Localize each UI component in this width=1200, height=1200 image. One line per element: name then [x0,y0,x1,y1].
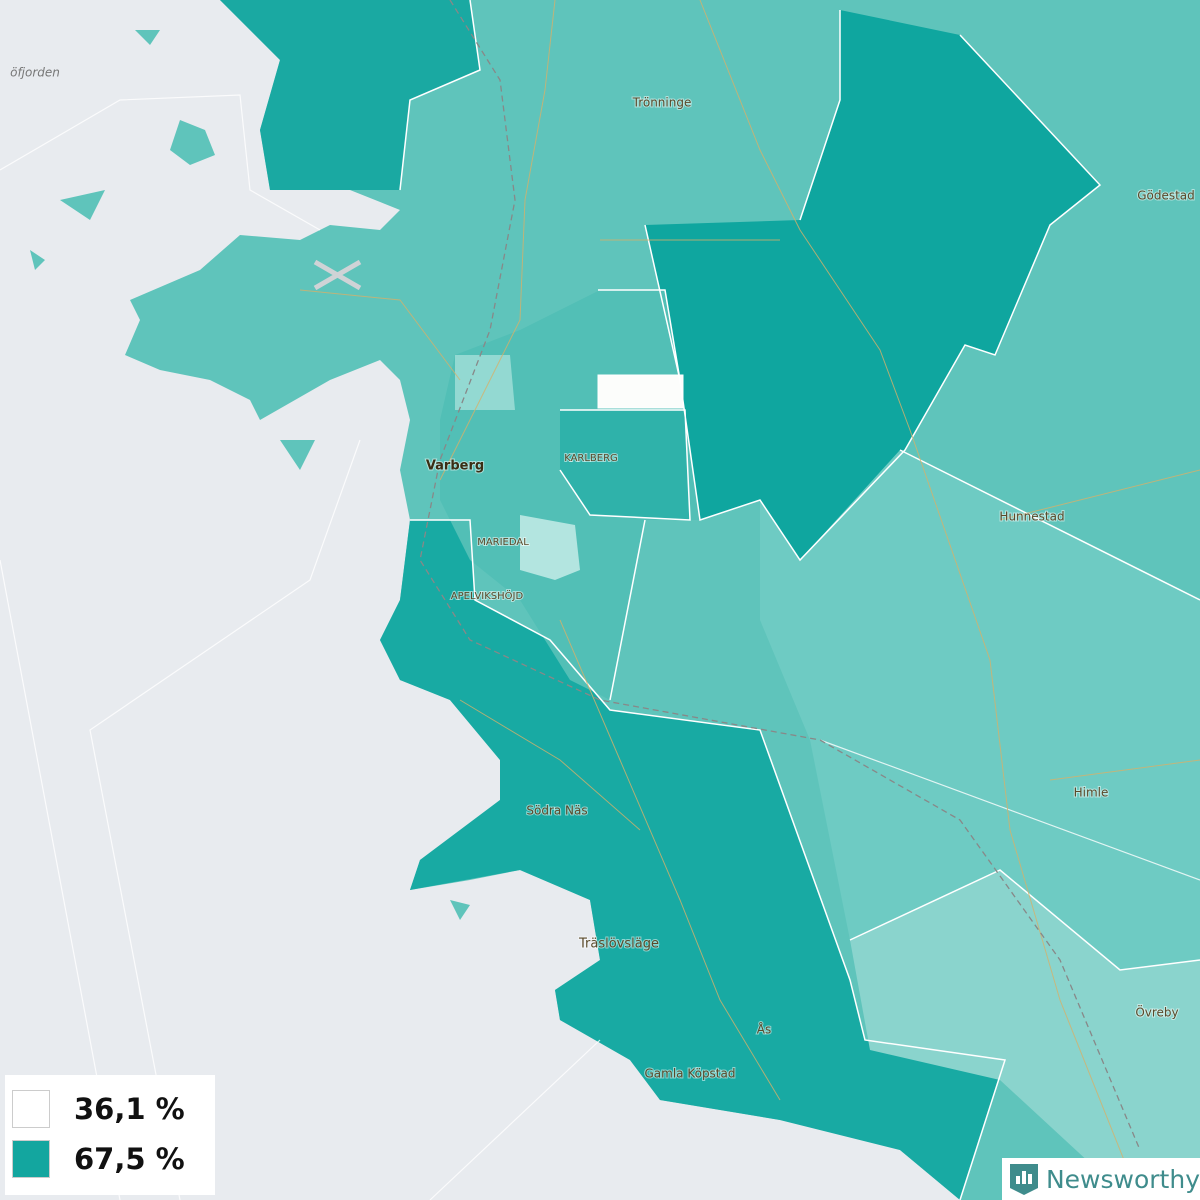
legend-swatch [12,1090,50,1128]
legend-item: 36,1 % [12,1090,185,1128]
place-label: Övreby [1135,1004,1178,1020]
place-label: Hunnestad [999,510,1064,524]
brand-icon [1010,1164,1038,1195]
brand-logo[interactable]: Newsworthy [1002,1158,1200,1200]
place-label: Himle [1074,786,1109,800]
place-label: Ås [757,1022,771,1037]
place-label: KARLBERG [564,453,618,464]
place-label: Gamla Köpstad [644,1067,735,1081]
place-label: Träslövsläge [578,937,659,952]
legend-swatch [12,1140,50,1178]
legend-item: 67,5 % [12,1140,185,1178]
place-label: MARIEDAL [477,537,529,548]
water-label: öfjorden [10,66,60,80]
legend-label: 36,1 % [74,1092,185,1126]
roads [299,0,1200,1200]
legend: 36,1 % 67,5 % [5,1075,215,1195]
place-label: Gödestad [1137,189,1195,203]
land [30,0,1200,1200]
place-label: APELVIKSHÖJD [451,589,524,602]
brand-name: Newsworthy [1045,1164,1200,1194]
legend-label: 67,5 % [74,1142,185,1176]
place-label: Trönninge [632,96,692,110]
place-label: Varberg [426,459,484,474]
place-label: Södra Näs [526,804,587,818]
